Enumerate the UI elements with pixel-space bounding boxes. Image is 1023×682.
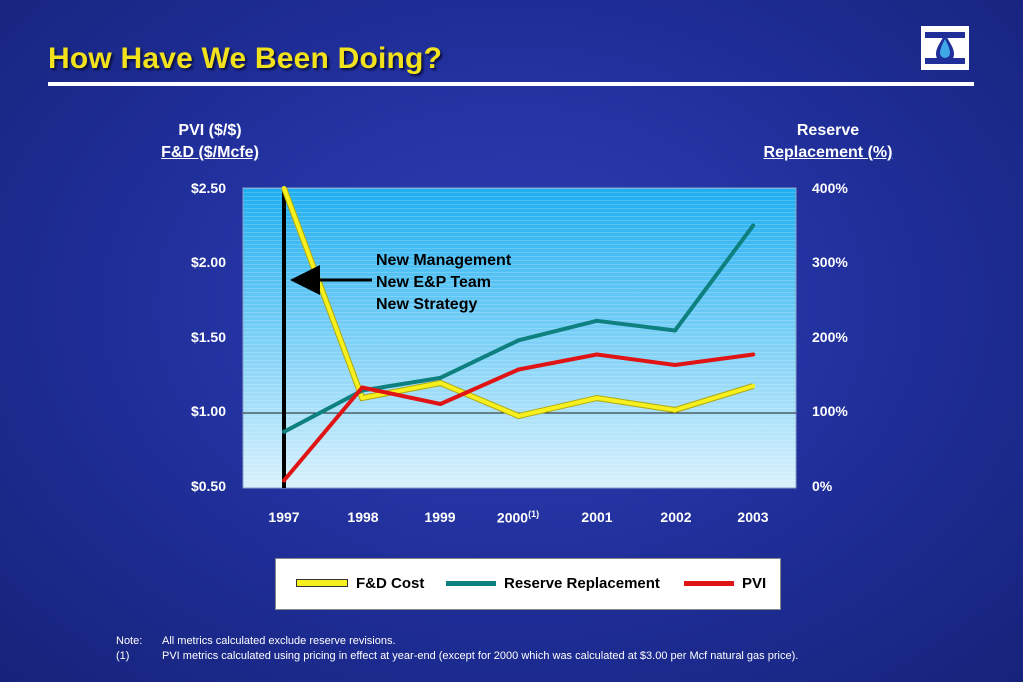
data-point-f-d-cost: [673, 408, 677, 412]
data-point-f-d-cost: [516, 414, 521, 418]
data-point-reserve-replacement: [282, 429, 286, 434]
legend-item-rr: Reserve Replacement: [446, 571, 660, 595]
left-tick-label: $1.50: [190, 329, 226, 345]
data-point-pvi: [282, 478, 286, 483]
slide-title: How Have We Been Doing?: [48, 42, 443, 75]
data-point-reserve-replacement: [438, 375, 443, 380]
data-point-f-d-cost: [360, 396, 365, 400]
note-row: Note: All metrics calculated exclude res…: [116, 634, 798, 649]
left-tick-label: $1.00: [190, 403, 226, 419]
left-tick-label: $2.50: [190, 180, 226, 196]
right-tick-label: 300%: [812, 254, 848, 270]
data-point-pvi: [751, 352, 756, 357]
x-tick-label: 1997: [268, 509, 300, 525]
water-drop-logo-icon: [921, 26, 969, 70]
data-point-pvi: [360, 385, 365, 390]
x-tick-label: 1998: [347, 509, 379, 525]
chart-legend: F&D Cost Reserve Replacement PVI: [275, 558, 781, 610]
data-point-pvi: [673, 363, 677, 367]
right-axis-title-line1: Reserve: [796, 122, 860, 139]
data-point-reserve-replacement: [516, 338, 521, 343]
right-tick-label: 0%: [812, 478, 833, 494]
note-text: All metrics calculated exclude reserve r…: [162, 635, 396, 647]
left-axis-title-line1: PVI ($/$): [178, 122, 242, 139]
legend-item-pvi: PVI: [684, 571, 766, 595]
footnotes: Note: All metrics calculated exclude res…: [116, 634, 798, 664]
data-point-reserve-replacement: [673, 328, 677, 333]
legend-label-rr: Reserve Replacement: [504, 574, 660, 592]
data-point-reserve-replacement: [751, 223, 756, 228]
data-point-f-d-cost: [594, 396, 599, 400]
data-point-pvi: [516, 367, 521, 372]
annotation-text: New Management New E&P Team New Strategy: [376, 250, 511, 316]
left-tick-label: $2.00: [190, 254, 226, 270]
legend-label-pvi: PVI: [742, 574, 767, 592]
left-tick-label: $0.50: [190, 478, 226, 494]
footnote-key: (1): [116, 650, 130, 662]
x-tick-label-2000: 2000(1): [483, 509, 553, 526]
x-tick-label: 2001: [581, 509, 613, 525]
right-tick-label: 200%: [812, 329, 848, 345]
legend-item-fd: F&D Cost: [296, 571, 424, 595]
legend-label-fd: F&D Cost: [356, 574, 425, 592]
data-point-f-d-cost: [751, 384, 756, 388]
left-axis-title-line2: F&D ($/Mcfe): [161, 144, 259, 161]
x-tick-label: 1999: [424, 509, 456, 525]
right-tick-label: 400%: [812, 180, 848, 196]
right-axis-title: Reserve Replacement (%): [738, 120, 918, 164]
annotation-line: New E&P Team: [376, 274, 492, 291]
x-tick-label: 2003: [737, 509, 769, 525]
x-tick-label: 2002: [660, 509, 692, 525]
x-tick-footnote: (1): [528, 509, 540, 519]
annotation-line: New Management: [376, 252, 512, 269]
left-axis-title: PVI ($/$) F&D ($/Mcfe): [130, 120, 290, 164]
title-underline: [48, 82, 974, 86]
footnote-row: (1) PVI metrics calculated using pricing…: [116, 649, 798, 664]
legend-swatch-rr: [446, 580, 496, 586]
x-tick-label: 2000: [496, 509, 529, 526]
data-point-pvi: [594, 352, 599, 357]
annotation-line: New Strategy: [376, 296, 478, 313]
legend-swatch-fd: [296, 579, 348, 587]
data-point-pvi: [438, 402, 443, 406]
data-point-f-d-cost: [282, 186, 286, 190]
note-key: Note:: [116, 635, 143, 647]
legend-swatch-pvi: [684, 580, 734, 586]
data-point-reserve-replacement: [594, 318, 599, 323]
data-point-f-d-cost: [438, 381, 443, 385]
footnote-text: PVI metrics calculated using pricing in …: [162, 650, 799, 662]
right-tick-label: 100%: [812, 403, 848, 419]
right-axis-title-line2: Replacement (%): [763, 144, 893, 161]
